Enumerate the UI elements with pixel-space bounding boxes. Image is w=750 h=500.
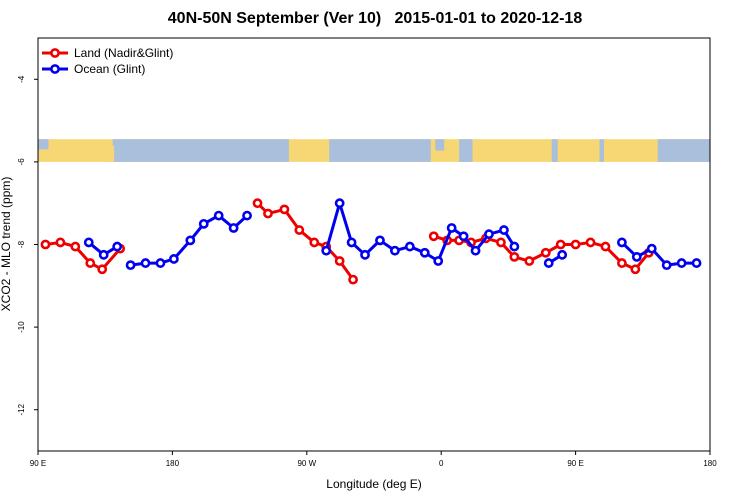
data-point <box>631 251 642 262</box>
data-point <box>470 245 481 256</box>
y-tick-label: -8 <box>17 240 26 248</box>
data-point <box>70 241 81 252</box>
x-tick-label: 90 E <box>30 459 46 468</box>
map-ocean-block <box>38 139 49 150</box>
data-point <box>600 241 611 252</box>
data-point <box>334 256 345 266</box>
data-point <box>509 241 520 252</box>
data-point <box>557 249 568 260</box>
data-point <box>524 256 535 266</box>
map-ocean-block <box>435 139 445 151</box>
data-point <box>360 249 370 260</box>
series-ocean <box>83 198 702 271</box>
legend-swatch-marker <box>50 48 60 58</box>
data-point <box>40 239 51 250</box>
data-point <box>155 258 166 268</box>
data-point <box>458 231 469 242</box>
map-ocean-block <box>112 139 289 162</box>
legend-label: Ocean (Glint) <box>74 62 145 76</box>
data-point <box>213 210 224 221</box>
data-point <box>630 264 641 275</box>
data-point <box>294 225 305 235</box>
x-tick-label: 180 <box>703 459 717 468</box>
data-point <box>446 223 457 233</box>
data-point <box>570 239 581 250</box>
data-point <box>85 258 96 268</box>
y-axis: -12 -10 -8 -6 -4 <box>17 75 38 415</box>
map-land-patch <box>106 145 115 162</box>
data-point <box>348 274 358 285</box>
data-point <box>509 251 520 262</box>
map-ocean-block <box>329 139 431 162</box>
data-point <box>97 264 108 275</box>
data-point <box>140 258 151 268</box>
data-point <box>676 258 687 268</box>
data-point <box>98 249 109 260</box>
data-point <box>555 239 566 250</box>
legend-swatch-marker <box>50 64 60 74</box>
data-point <box>55 237 66 248</box>
series-line <box>45 240 122 271</box>
data-point <box>198 218 209 229</box>
data-point <box>112 241 123 252</box>
data-point <box>499 225 509 235</box>
data-point <box>390 245 400 256</box>
y-tick-label: -10 <box>17 321 26 333</box>
data-point <box>496 237 506 248</box>
data-point <box>242 210 252 221</box>
data-point <box>404 241 415 252</box>
y-tick-label: -12 <box>17 403 26 415</box>
data-point <box>228 223 239 233</box>
map-ocean-block <box>459 139 473 162</box>
chart-title: 40N-50N September (Ver 10) 2015-01-01 to… <box>167 10 583 27</box>
data-point <box>646 243 657 254</box>
map-ocean-block <box>657 139 710 162</box>
data-point <box>375 235 385 246</box>
y-tick-label: -6 <box>17 158 26 166</box>
data-point <box>428 231 439 242</box>
data-point <box>419 247 430 258</box>
map-ocean-block <box>551 139 558 162</box>
data-point <box>279 204 290 215</box>
data-point <box>83 237 94 248</box>
y-tick-label: -4 <box>17 75 26 83</box>
data-point <box>125 260 136 271</box>
data-point <box>346 237 357 248</box>
series-land <box>40 198 654 285</box>
x-tick-label: 180 <box>166 459 180 468</box>
data-point <box>585 237 596 248</box>
series-layer <box>40 198 702 285</box>
y-axis-label: XCO2 - MLO trend (ppm) <box>0 177 13 312</box>
x-tick-label: 0 <box>439 459 444 468</box>
data-point <box>321 245 332 256</box>
data-point <box>334 198 345 209</box>
data-point <box>543 258 554 268</box>
legend: Land (Nadir&Glint) Ocean (Glint) <box>42 46 173 76</box>
data-point <box>185 235 196 246</box>
x-tick-label: 90 W <box>297 459 316 468</box>
world-map-strip <box>38 139 710 162</box>
data-point <box>484 229 494 240</box>
data-point <box>433 256 444 266</box>
x-axis-label: Longitude (deg E) <box>326 477 421 491</box>
series-line <box>433 234 650 271</box>
x-tick-label: 90 E <box>567 459 583 468</box>
data-point <box>252 198 263 209</box>
data-point <box>540 247 551 258</box>
x-axis: 90 E 180 90 W 0 90 E 180 <box>30 451 717 468</box>
data-point <box>616 237 627 248</box>
data-point <box>661 260 672 271</box>
data-point <box>309 237 320 248</box>
data-point <box>263 208 273 219</box>
map-ocean-block <box>599 139 604 162</box>
legend-label: Land (Nadir&Glint) <box>74 46 173 60</box>
data-point <box>168 254 179 264</box>
data-point <box>616 258 627 268</box>
data-point <box>691 258 702 268</box>
